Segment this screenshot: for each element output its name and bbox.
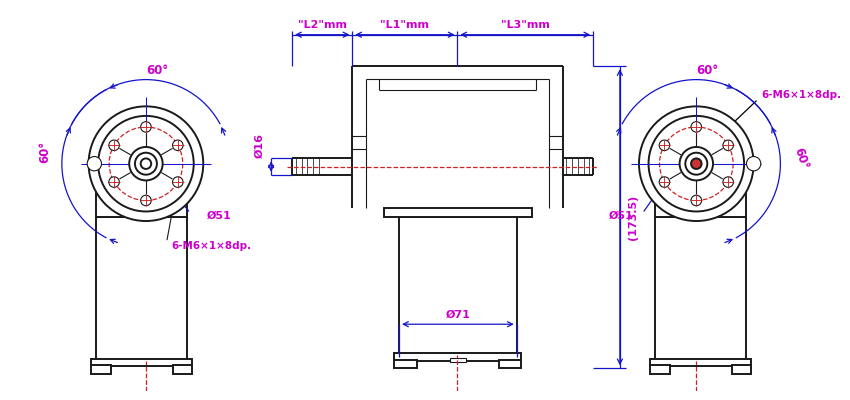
Text: (173.5): (173.5) [628, 194, 638, 240]
Polygon shape [723, 156, 740, 175]
Circle shape [691, 158, 701, 169]
Polygon shape [394, 353, 521, 360]
Circle shape [649, 116, 744, 212]
Polygon shape [164, 156, 181, 175]
Circle shape [173, 177, 183, 187]
Polygon shape [498, 360, 521, 368]
Polygon shape [650, 365, 670, 374]
Circle shape [141, 158, 151, 169]
Text: 6-M6×1×8dp.: 6-M6×1×8dp. [762, 90, 842, 100]
Text: Ø51: Ø51 [609, 211, 633, 221]
Circle shape [88, 156, 101, 171]
Polygon shape [92, 365, 110, 374]
Text: "L3"mm: "L3"mm [501, 20, 550, 30]
Circle shape [135, 153, 157, 175]
Text: "L1"mm: "L1"mm [381, 20, 429, 30]
Polygon shape [173, 365, 192, 374]
Text: Ø71: Ø71 [445, 310, 470, 320]
Polygon shape [450, 358, 466, 362]
Circle shape [685, 153, 707, 175]
Polygon shape [92, 359, 192, 366]
Polygon shape [655, 217, 746, 360]
Polygon shape [400, 217, 517, 355]
Text: 60°: 60° [38, 141, 51, 163]
Circle shape [680, 147, 713, 180]
Circle shape [746, 156, 761, 171]
Circle shape [691, 122, 701, 132]
Circle shape [660, 177, 670, 187]
Circle shape [173, 140, 183, 150]
Polygon shape [661, 156, 678, 175]
Polygon shape [96, 175, 187, 217]
Circle shape [98, 116, 194, 212]
Polygon shape [102, 156, 119, 175]
Polygon shape [394, 360, 417, 368]
Polygon shape [650, 359, 751, 366]
Text: Ø51: Ø51 [207, 211, 232, 221]
Text: 60°: 60° [697, 64, 719, 76]
Text: "L2"mm: "L2"mm [298, 20, 347, 30]
Polygon shape [732, 365, 751, 374]
Circle shape [109, 140, 119, 150]
Circle shape [141, 122, 151, 132]
Circle shape [88, 106, 203, 221]
Circle shape [129, 147, 162, 180]
Polygon shape [655, 175, 746, 217]
Circle shape [660, 140, 670, 150]
Text: 60°: 60° [792, 146, 811, 172]
Polygon shape [384, 208, 532, 217]
Circle shape [141, 195, 151, 206]
Polygon shape [96, 217, 187, 360]
Circle shape [639, 106, 754, 221]
Circle shape [109, 177, 119, 187]
Text: Ø16: Ø16 [255, 133, 264, 158]
Circle shape [722, 177, 734, 187]
Circle shape [691, 195, 701, 206]
Text: 6-M6×1×8dp.: 6-M6×1×8dp. [172, 241, 252, 251]
Circle shape [722, 140, 734, 150]
Text: 60°: 60° [146, 64, 168, 76]
